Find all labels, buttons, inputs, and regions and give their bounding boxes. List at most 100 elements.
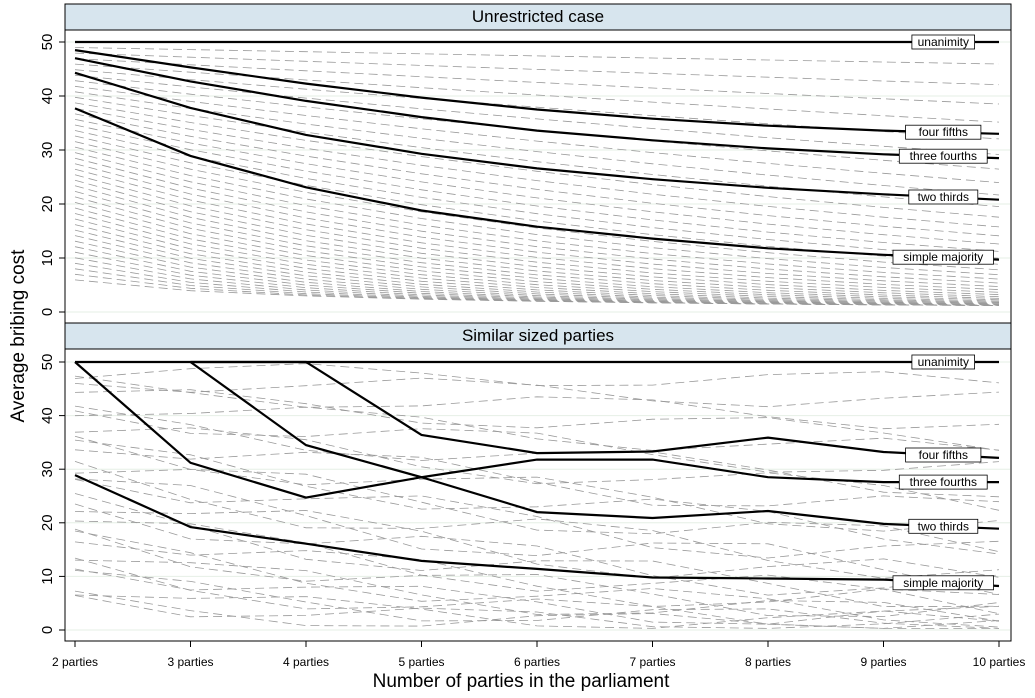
background-line <box>74 168 1000 290</box>
background-line <box>74 152 1000 280</box>
y-tick-label: 50 <box>39 34 56 51</box>
series-label-three-fourths: three fourths <box>898 474 988 490</box>
x-tick-label: 5 parties <box>398 655 444 669</box>
background-line <box>74 570 1000 629</box>
series-label-box <box>908 518 979 534</box>
y-tick-label: 30 <box>39 142 56 159</box>
x-tick-label: 7 parties <box>629 655 675 669</box>
series-label-box <box>898 474 988 490</box>
panel-bottom-y-axis: 0 10 20 30 40 50 <box>39 350 66 640</box>
background-line <box>74 135 1000 265</box>
series-label-text: three fourths <box>910 149 977 163</box>
series-label-box <box>911 34 976 50</box>
background-line <box>74 503 1000 596</box>
background-line <box>74 363 1000 387</box>
background-line <box>74 218 1000 304</box>
background-line <box>74 530 1000 628</box>
background-line <box>74 47 1000 65</box>
series-label-text: two thirds <box>918 190 969 204</box>
series-label-four-fifths: four fifths <box>905 447 982 463</box>
background-line <box>74 157 1000 284</box>
series-line-simple-majority <box>74 474 1000 588</box>
background-line <box>74 229 1000 305</box>
series-line-three-fourths <box>189 361 999 484</box>
series-label-text: unanimity <box>918 35 969 49</box>
panel-top-main-lines <box>74 40 1000 261</box>
series-label-box <box>892 249 994 265</box>
background-line <box>74 493 1000 608</box>
background-line <box>74 191 1000 299</box>
series-label-text: four fifths <box>919 125 968 139</box>
panel-bottom: Similar sized parties unanimity four fift… <box>39 322 1012 642</box>
background-line <box>74 479 1000 559</box>
background-line <box>74 557 1000 629</box>
series-label-text: three fourths <box>910 475 977 489</box>
panel-top-y-axis: 0 10 20 30 40 50 <box>39 30 66 322</box>
background-line <box>74 91 1000 196</box>
background-line <box>74 52 1000 86</box>
background-line <box>74 185 1000 298</box>
panel-bottom-main-lines <box>74 360 1000 588</box>
background-line <box>74 119 1000 245</box>
x-tick-label: 10 parties <box>973 655 1026 669</box>
series-label-text: simple majority <box>903 250 983 264</box>
series-label-box <box>908 189 979 205</box>
background-line <box>74 213 1000 304</box>
series-line-four-fifths <box>74 49 1000 135</box>
series-label-simple-majority: simple majority <box>892 249 994 265</box>
background-line <box>74 559 1000 622</box>
series-label-text: unanimity <box>918 355 969 369</box>
panel-bottom-strip <box>64 322 1012 350</box>
background-line <box>74 461 1000 579</box>
x-tick-label: 6 parties <box>514 655 560 669</box>
y-tick-label: 10 <box>39 568 56 585</box>
panel-top-line-labels: unanimity four fifths three fourths two thi… <box>892 34 994 265</box>
series-label-two-thirds: two thirds <box>908 189 979 205</box>
x-axis-title: Number of parties in the parliament <box>373 671 670 692</box>
background-line <box>74 520 1000 615</box>
background-line <box>74 174 1000 293</box>
series-label-two-thirds: two thirds <box>908 518 979 534</box>
background-line <box>74 568 1000 625</box>
background-line <box>74 207 1000 303</box>
y-tick-label: 40 <box>39 88 56 105</box>
series-label-box <box>905 447 982 463</box>
background-line <box>74 96 1000 207</box>
x-tick-label: 3 parties <box>167 655 213 669</box>
background-line <box>74 595 1000 629</box>
background-line <box>74 478 1000 595</box>
background-line <box>74 449 1000 507</box>
background-line <box>74 146 1000 276</box>
background-line <box>74 202 1000 302</box>
panel-bottom-plot-frame <box>64 348 1012 642</box>
series-label-box <box>898 148 988 164</box>
background-line <box>74 108 1000 228</box>
background-line <box>74 163 1000 287</box>
background-line <box>74 389 1000 451</box>
x-tick-label: 2 parties <box>52 655 98 669</box>
panel-top-background-lines <box>74 47 1000 306</box>
background-line <box>74 102 1000 218</box>
background-line <box>74 113 1000 237</box>
background-line <box>74 58 1000 105</box>
background-line <box>74 406 1000 451</box>
y-tick-label: 0 <box>39 626 56 634</box>
series-line-simple-majority <box>74 107 1000 261</box>
background-line <box>74 63 1000 123</box>
background-line <box>74 124 1000 252</box>
background-line <box>74 594 1000 629</box>
panel-bottom-line-labels: unanimity four fifths three fourths two thi… <box>892 354 994 591</box>
y-tick-label: 30 <box>39 461 56 478</box>
panel-top-strip <box>64 3 1012 31</box>
panel-top-title: Unrestricted case <box>472 7 604 26</box>
background-line <box>74 468 1000 553</box>
series-label-box <box>911 354 976 370</box>
y-tick-label: 40 <box>39 407 56 424</box>
series-label-text: two thirds <box>918 519 969 533</box>
series-label-unanimity: unanimity <box>911 354 976 370</box>
background-line <box>74 375 1000 430</box>
series-line-four-fifths <box>190 360 1000 459</box>
panel-top-plot-frame <box>64 29 1012 324</box>
y-tick-label: 0 <box>39 308 56 316</box>
